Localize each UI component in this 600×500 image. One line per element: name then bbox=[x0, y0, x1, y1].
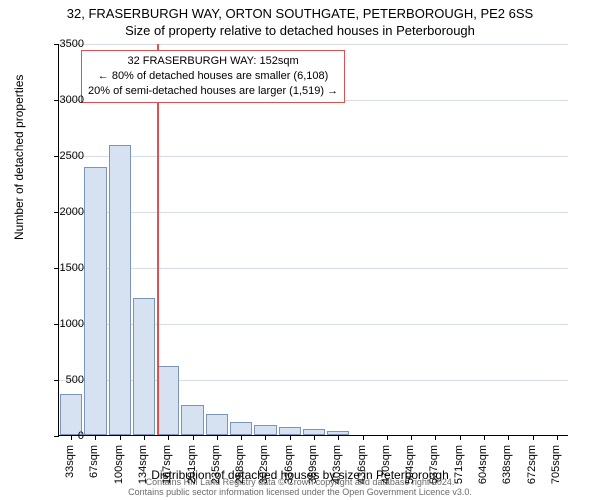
x-tick-mark bbox=[387, 435, 388, 440]
x-tick-label: 67sqm bbox=[88, 445, 100, 495]
x-tick-label: 504sqm bbox=[404, 445, 416, 495]
histogram-bar bbox=[109, 145, 131, 435]
x-tick-label: 470sqm bbox=[380, 445, 392, 495]
y-tick-label: 1000 bbox=[44, 318, 84, 330]
x-tick-label: 134sqm bbox=[137, 445, 149, 495]
x-tick-label: 638sqm bbox=[501, 445, 513, 495]
x-tick-label: 336sqm bbox=[283, 445, 295, 495]
x-tick-mark bbox=[460, 435, 461, 440]
histogram-bar bbox=[279, 427, 301, 435]
x-tick-label: 672sqm bbox=[526, 445, 538, 495]
histogram-bar bbox=[84, 167, 106, 435]
x-tick-mark bbox=[435, 435, 436, 440]
x-tick-label: 201sqm bbox=[186, 445, 198, 495]
x-tick-mark bbox=[265, 435, 266, 440]
x-tick-mark bbox=[144, 435, 145, 440]
title-sub: Size of property relative to detached ho… bbox=[0, 23, 600, 38]
x-tick-label: 167sqm bbox=[161, 445, 173, 495]
x-tick-mark bbox=[363, 435, 364, 440]
x-tick-label: 235sqm bbox=[210, 445, 222, 495]
x-tick-label: 571sqm bbox=[453, 445, 465, 495]
histogram-bar bbox=[181, 405, 203, 435]
y-tick-label: 0 bbox=[44, 430, 84, 442]
x-tick-label: 705sqm bbox=[550, 445, 562, 495]
x-tick-mark bbox=[484, 435, 485, 440]
y-tick-label: 500 bbox=[44, 374, 84, 386]
gridline bbox=[59, 212, 568, 213]
marker-line bbox=[157, 44, 159, 435]
x-tick-mark bbox=[95, 435, 96, 440]
histogram-bar bbox=[206, 414, 228, 435]
x-tick-mark bbox=[290, 435, 291, 440]
y-tick-label: 2000 bbox=[44, 206, 84, 218]
x-tick-mark bbox=[193, 435, 194, 440]
x-tick-label: 268sqm bbox=[234, 445, 246, 495]
x-tick-label: 604sqm bbox=[477, 445, 489, 495]
annotation-box: 32 FRASERBURGH WAY: 152sqm← 80% of detac… bbox=[81, 50, 345, 103]
y-axis-title: Number of detached properties bbox=[12, 75, 26, 240]
chart-title-block: 32, FRASERBURGH WAY, ORTON SOUTHGATE, PE… bbox=[0, 0, 600, 38]
annotation-line: 32 FRASERBURGH WAY: 152sqm bbox=[88, 54, 338, 69]
x-tick-label: 436sqm bbox=[356, 445, 368, 495]
x-tick-label: 100sqm bbox=[113, 445, 125, 495]
y-tick-label: 3000 bbox=[44, 94, 84, 106]
x-tick-label: 33sqm bbox=[64, 445, 76, 495]
histogram-bar bbox=[230, 422, 252, 435]
x-tick-mark bbox=[241, 435, 242, 440]
histogram-bar bbox=[157, 366, 179, 435]
x-tick-label: 302sqm bbox=[258, 445, 270, 495]
x-tick-mark bbox=[533, 435, 534, 440]
histogram-bar bbox=[60, 394, 82, 435]
chart-area: 32 FRASERBURGH WAY: 152sqm← 80% of detac… bbox=[58, 44, 568, 436]
gridline bbox=[59, 268, 568, 269]
x-tick-mark bbox=[338, 435, 339, 440]
gridline bbox=[59, 156, 568, 157]
gridline bbox=[59, 44, 568, 45]
x-tick-mark bbox=[120, 435, 121, 440]
x-tick-mark bbox=[411, 435, 412, 440]
x-tick-mark bbox=[314, 435, 315, 440]
annotation-line: ← 80% of detached houses are smaller (6,… bbox=[88, 69, 338, 84]
x-tick-mark bbox=[557, 435, 558, 440]
y-tick-label: 2500 bbox=[44, 150, 84, 162]
annotation-line: 20% of semi-detached houses are larger (… bbox=[88, 84, 338, 99]
plot-area: 32 FRASERBURGH WAY: 152sqm← 80% of detac… bbox=[58, 44, 568, 436]
y-tick-label: 3500 bbox=[44, 38, 84, 50]
x-tick-mark bbox=[508, 435, 509, 440]
x-tick-label: 403sqm bbox=[331, 445, 343, 495]
histogram-bar bbox=[254, 425, 276, 435]
title-main: 32, FRASERBURGH WAY, ORTON SOUTHGATE, PE… bbox=[0, 6, 600, 21]
y-tick-label: 1500 bbox=[44, 262, 84, 274]
x-tick-mark bbox=[217, 435, 218, 440]
x-tick-label: 537sqm bbox=[428, 445, 440, 495]
x-tick-label: 369sqm bbox=[307, 445, 319, 495]
x-tick-mark bbox=[168, 435, 169, 440]
histogram-bar bbox=[133, 298, 155, 435]
